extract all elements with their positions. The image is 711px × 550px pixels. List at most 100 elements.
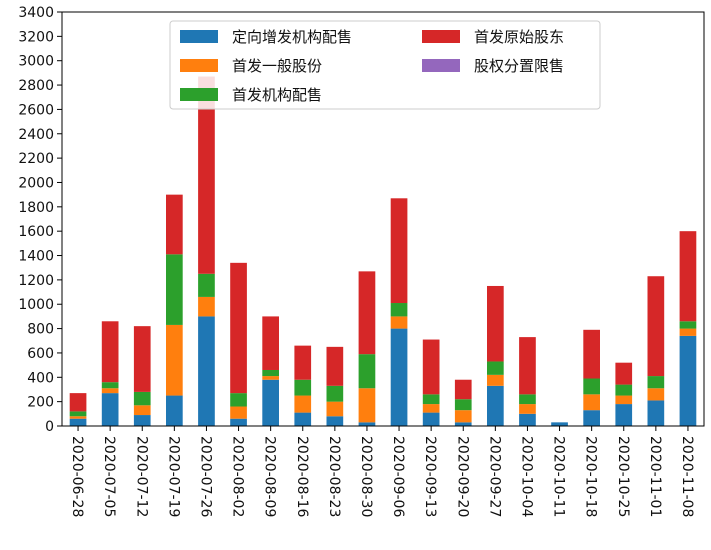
x-tick-label: 2020-06-28 xyxy=(69,436,85,517)
y-tick-label: 1000 xyxy=(18,297,54,313)
y-tick-label: 2800 xyxy=(18,78,54,94)
x-tick-label: 2020-10-11 xyxy=(551,436,567,517)
bar-segment xyxy=(230,418,247,426)
legend-label: 股权分置限售 xyxy=(474,57,564,75)
bar-segment xyxy=(647,388,665,401)
bar-segment xyxy=(583,329,600,379)
bar-segment xyxy=(519,394,536,405)
bar-segment xyxy=(422,412,440,426)
legend-label: 首发机构配售 xyxy=(232,86,322,104)
bar-segment xyxy=(390,303,408,317)
bar-segment xyxy=(454,410,472,423)
y-tick-label: 2200 xyxy=(18,151,54,167)
x-tick-label: 2020-10-18 xyxy=(583,436,599,517)
bar-segment xyxy=(487,361,504,375)
bar-segment xyxy=(390,328,408,426)
x-axis: 2020-06-28 2020-07-05 2020-07-12 2020-07-19… xyxy=(69,426,695,517)
bar-segment xyxy=(198,316,215,426)
bar-segment xyxy=(326,385,344,402)
bar-segment xyxy=(679,328,697,336)
bar-segment xyxy=(262,379,279,426)
x-tick-label: 2020-11-08 xyxy=(679,436,695,517)
x-tick-label: 2020-07-05 xyxy=(101,436,117,517)
bar-segment xyxy=(166,254,183,325)
x-tick-label: 2020-08-30 xyxy=(358,436,374,517)
bar-segment xyxy=(454,399,472,411)
y-axis: 0 200 400 600 800 1000 1200 1400 1600 1800 2000 220… xyxy=(18,5,62,435)
y-tick-label: 2400 xyxy=(18,127,54,143)
bar-segment xyxy=(133,415,151,426)
bar-segment xyxy=(583,378,600,395)
y-tick-label: 3200 xyxy=(18,29,54,45)
bar-segment xyxy=(326,346,344,386)
y-tick-label: 1400 xyxy=(18,249,54,265)
bar-segment xyxy=(133,391,151,406)
x-tick-label: 2020-07-26 xyxy=(197,436,213,517)
bar-segment xyxy=(615,362,633,385)
bar-segment xyxy=(198,296,215,317)
bar-segment xyxy=(422,339,440,395)
bar-segment xyxy=(262,376,279,380)
y-tick-label: 3000 xyxy=(18,54,54,70)
bar-segment xyxy=(679,231,697,322)
bar-segment xyxy=(198,76,215,274)
bar-segment xyxy=(294,379,312,396)
bar-segment xyxy=(519,413,536,426)
bar-segment xyxy=(519,337,536,395)
y-tick-label: 3400 xyxy=(18,5,54,21)
x-tick-label: 2020-08-09 xyxy=(262,436,278,517)
x-tick-label: 2020-08-23 xyxy=(326,436,342,517)
bar-segment xyxy=(679,335,697,426)
bar-segment xyxy=(69,418,87,426)
bar-segment xyxy=(326,401,344,417)
bar-segment xyxy=(326,416,344,426)
bar-segment xyxy=(69,416,87,419)
bar-segment xyxy=(487,374,504,386)
bar-segment xyxy=(358,354,376,389)
bar-segment xyxy=(679,321,697,329)
legend-swatch xyxy=(180,88,218,101)
bar-segment xyxy=(358,422,376,426)
x-tick-label: 2020-09-06 xyxy=(390,436,406,517)
bar-segment xyxy=(69,411,87,417)
y-tick-label: 400 xyxy=(27,370,54,386)
bar-segment xyxy=(101,388,119,394)
bar-segment xyxy=(615,404,633,426)
legend-label: 首发原始股东 xyxy=(474,28,564,46)
bar-segment xyxy=(69,393,87,412)
bar-segment xyxy=(583,410,600,426)
bar-segment xyxy=(390,316,408,329)
x-tick-label: 2020-07-12 xyxy=(133,436,149,517)
bar-segment xyxy=(166,324,183,396)
x-tick-label: 2020-09-13 xyxy=(422,436,438,517)
legend-swatch xyxy=(422,30,460,43)
plot-frame xyxy=(61,11,705,427)
y-tick-label: 1200 xyxy=(18,273,54,289)
bar-segment xyxy=(487,385,504,426)
x-tick-label: 2020-08-02 xyxy=(230,436,246,517)
bar-segment xyxy=(294,412,312,426)
legend-label: 定向增发机构配售 xyxy=(232,28,352,46)
bar-segment xyxy=(422,404,440,413)
bar-segment xyxy=(647,400,665,426)
bar-segment xyxy=(390,198,408,304)
y-tick-label: 0 xyxy=(45,419,54,435)
bar-segment xyxy=(101,382,119,389)
bar-segment xyxy=(647,276,665,377)
bar-segment xyxy=(101,393,119,426)
bar-segment xyxy=(358,271,376,355)
bar-segment xyxy=(358,388,376,423)
bar-segment xyxy=(454,422,472,426)
x-tick-label: 2020-10-25 xyxy=(615,436,631,517)
legend-swatch xyxy=(180,30,218,43)
bar-segment xyxy=(647,376,665,389)
x-tick-label: 2020-09-27 xyxy=(486,436,502,517)
y-tick-label: 1800 xyxy=(18,200,54,216)
legend-box xyxy=(169,20,601,110)
bar-segment xyxy=(583,394,600,411)
legend-swatch xyxy=(180,59,218,72)
x-tick-label: 2020-07-19 xyxy=(165,436,181,517)
legend-swatch xyxy=(422,59,460,72)
